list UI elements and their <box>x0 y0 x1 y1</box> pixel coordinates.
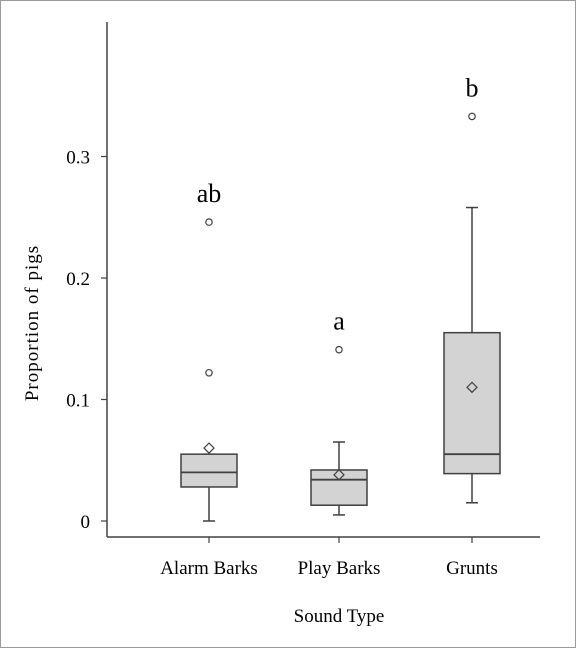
outlier-point <box>335 345 343 354</box>
outlier-point <box>205 218 213 226</box>
y-axis-title: Proportion of pigs <box>22 245 43 401</box>
y-tick-label: 0.3 <box>66 148 90 169</box>
significance-letter: ab <box>197 179 222 208</box>
significance-letter: a <box>333 307 345 336</box>
box-iqr <box>443 331 501 475</box>
x-tick-label: Grunts <box>446 558 498 579</box>
box-iqr <box>180 453 238 488</box>
mean-marker <box>203 442 215 454</box>
y-tick-label: 0.2 <box>66 269 90 290</box>
y-tick-label: 0 <box>81 512 91 533</box>
y-ticks: 0 0.1 0.2 0.3 <box>66 148 107 533</box>
x-axis-title: Sound Type <box>294 606 385 627</box>
x-tick-label: Alarm Barks <box>160 558 258 579</box>
box-group: b <box>443 73 501 504</box>
outlier-point <box>468 112 476 121</box>
x-tick-label: Play Barks <box>298 558 381 579</box>
mean-marker <box>333 468 345 481</box>
y-tick-label: 0.1 <box>66 391 90 412</box>
box-group: a <box>310 307 368 516</box>
box-group: ab <box>180 179 238 522</box>
x-ticks: Alarm Barks Play Barks Grunts <box>160 537 498 579</box>
axes <box>106 22 540 538</box>
mean-marker <box>466 381 478 394</box>
box-iqr <box>310 469 368 506</box>
significance-letter: b <box>466 73 479 102</box>
outlier-point <box>205 368 213 377</box>
